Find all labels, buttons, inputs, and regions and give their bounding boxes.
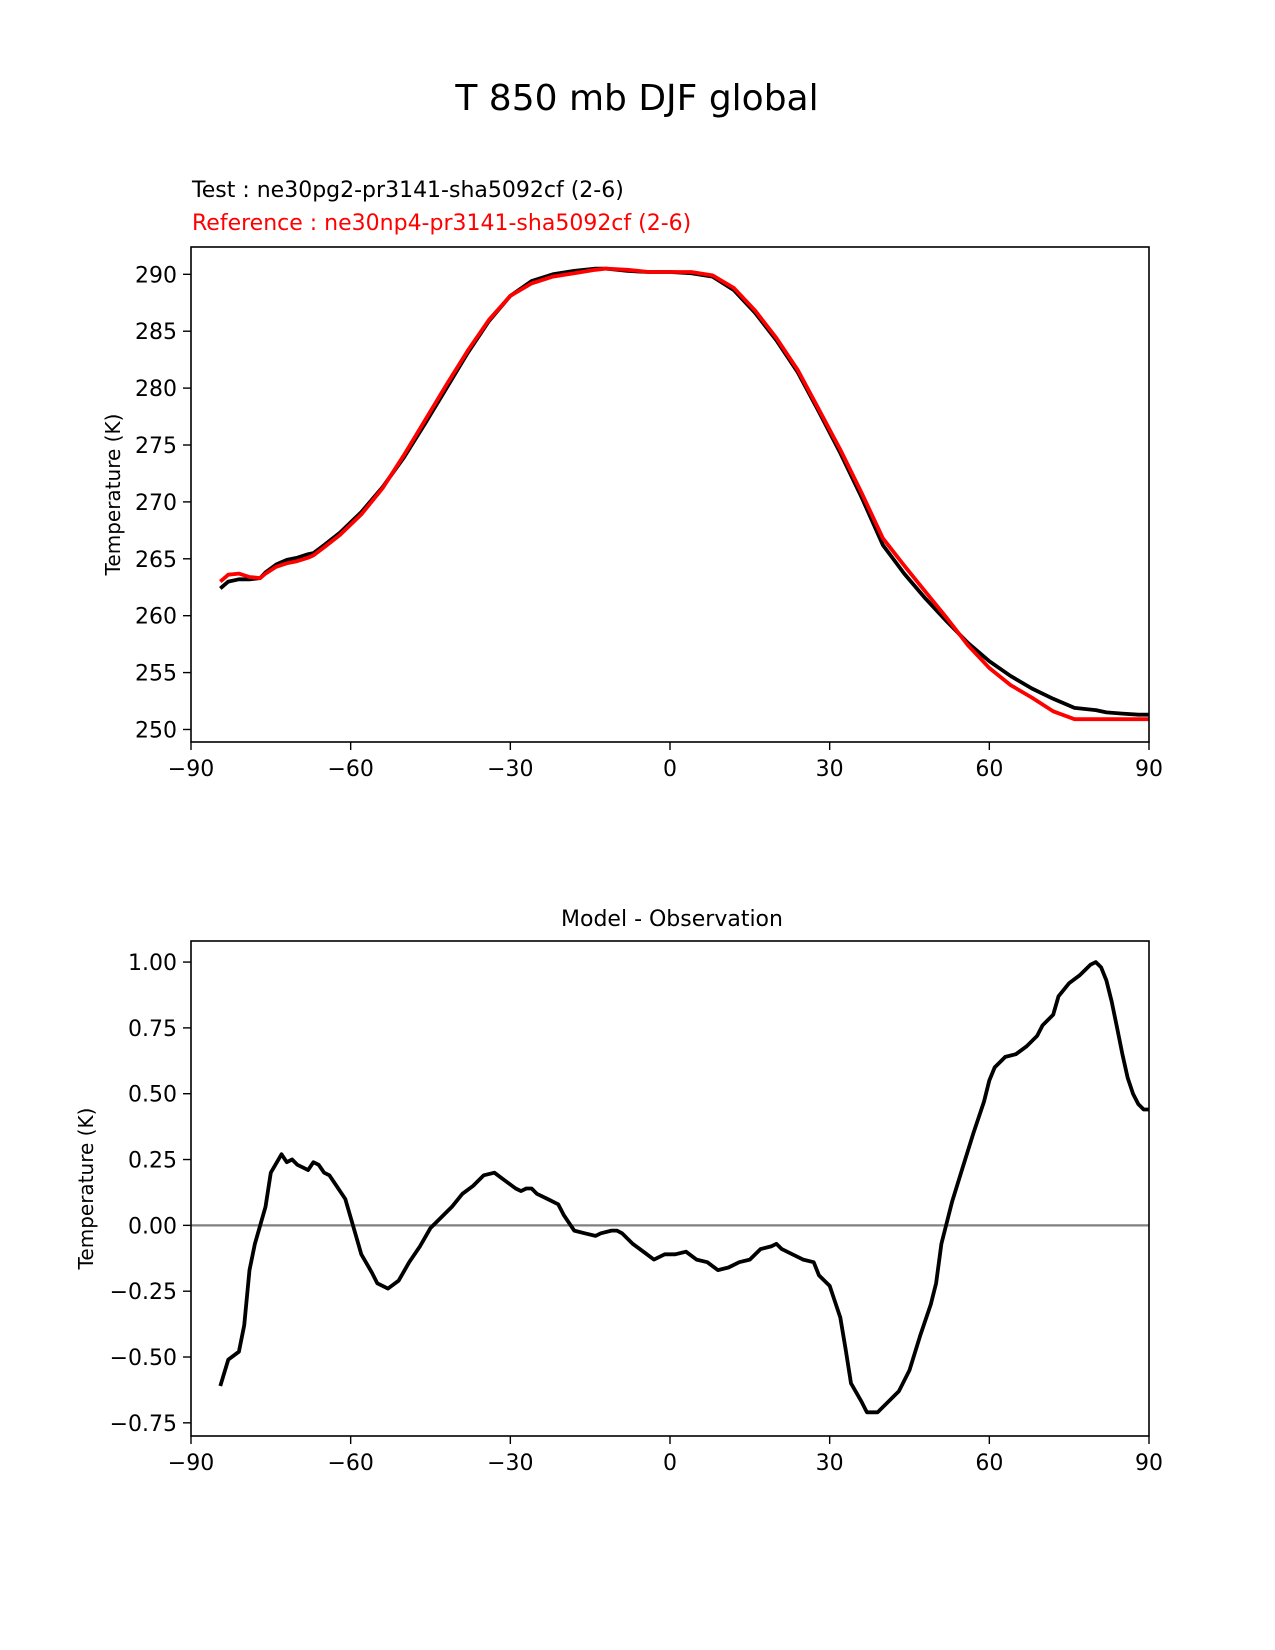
x-tick-label: 0 [663, 1451, 677, 1476]
figure-title: T 850 mb DJF global [454, 78, 818, 119]
y-tick-label: 270 [135, 491, 177, 516]
y-tick-label: 275 [135, 434, 177, 459]
bottom-chart: Model - Observation −90 −60 −30 0 30 60 90 −0.7… [74, 907, 1163, 1476]
series-line-0 [219, 266, 1149, 717]
y-tick-label: −0.75 [110, 1412, 177, 1437]
y-tick-label: 255 [135, 662, 177, 687]
x-tick-label: 30 [816, 1451, 844, 1476]
axes-frame [190, 940, 1150, 1437]
y-tick-label: −0.25 [110, 1280, 177, 1305]
test-label: Test : ne30pg2-pr3141-sha5092cf (2-6) [191, 178, 624, 203]
y-tick-label: 280 [135, 377, 177, 402]
y-axis-label: Temperature (K) [101, 414, 125, 577]
y-tick-label: 290 [135, 263, 177, 288]
x-tick-label: −30 [487, 1451, 533, 1476]
y-tick-label: 0.50 [128, 1083, 177, 1108]
x-tick-label: 0 [663, 757, 677, 782]
x-tick-label: 90 [1135, 1451, 1163, 1476]
series-line-0 [218, 960, 1149, 1415]
x-tick-label: −60 [327, 1451, 373, 1476]
y-tick-label: 0.25 [128, 1149, 177, 1174]
y-tick-label: 0.00 [128, 1214, 177, 1239]
axes-frame [190, 246, 1150, 743]
x-tick-label: 60 [975, 757, 1003, 782]
x-tick-label: −30 [487, 757, 533, 782]
x-tick-label: −60 [327, 757, 373, 782]
y-tick-label: 285 [135, 320, 177, 345]
x-tick-label: 90 [1135, 757, 1163, 782]
bottom-title: Model - Observation [561, 907, 783, 932]
y-tick-label: 1.00 [128, 951, 177, 976]
y-tick-label: 265 [135, 548, 177, 573]
series-line-1 [219, 266, 1149, 722]
reference-label: Reference : ne30np4-pr3141-sha5092cf (2-… [192, 211, 691, 236]
x-tick-label: 30 [816, 757, 844, 782]
top-chart: Test : ne30pg2-pr3141-sha5092cf (2-6) Re… [101, 178, 1163, 782]
top-plot-area: −90 −60 −30 0 30 60 90 250 255 260 265 270 275 280 285… [101, 246, 1163, 782]
x-tick-label: −90 [168, 757, 214, 782]
y-axis-label: Temperature (K) [74, 1108, 98, 1271]
y-tick-label: 260 [135, 605, 177, 630]
y-tick-label: −0.50 [110, 1346, 177, 1371]
y-tick-label: 0.75 [128, 1017, 177, 1042]
y-tick-label: 250 [135, 718, 177, 743]
x-tick-label: 60 [975, 1451, 1003, 1476]
bottom-plot-area: −90 −60 −30 0 30 60 90 −0.75 −0.50 −0.25 0.00 0.25 0… [74, 940, 1163, 1476]
x-tick-label: −90 [168, 1451, 214, 1476]
